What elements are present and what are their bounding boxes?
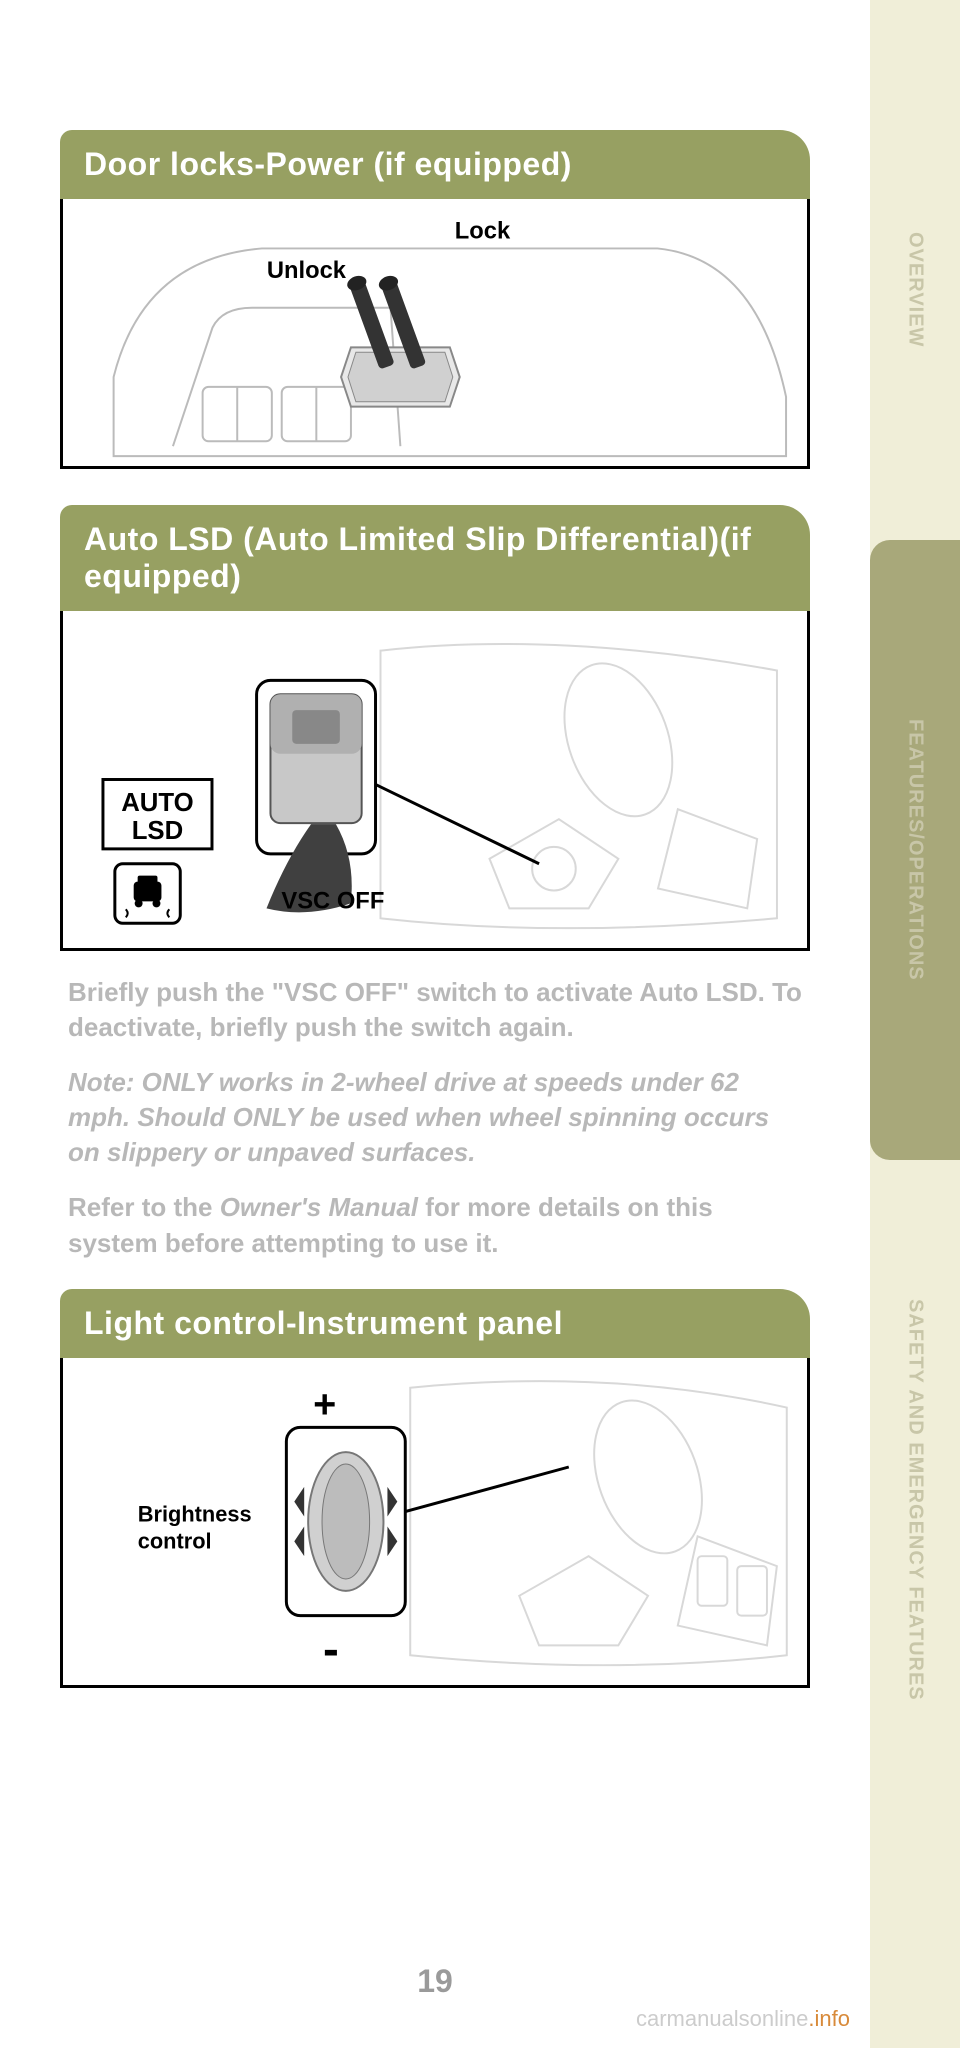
watermark-suffix: .info [808,2006,850,2031]
para2-pre: Refer to the [68,1192,220,1222]
label-unlock: Unlock [267,258,347,284]
label-brightness1: Brightness [138,1501,252,1526]
side-tab-strip: OVERVIEW FEATURES/OPERATIONS SAFETY AND … [870,0,960,2048]
figure-autolsd: VSC OFF AUTO LSD [60,611,810,951]
section-header-autolsd: Auto LSD (Auto Limited Slip Differential… [60,505,810,611]
figure-doorlocks: Lock Unlock [60,199,810,469]
label-brightness2: control [138,1528,212,1553]
page-content: Door locks-Power (if equipped) [0,0,870,1728]
autolsd-para1: Briefly push the "VSC OFF" switch to act… [68,975,802,1045]
label-minus: - [323,1623,339,1676]
tab-overview[interactable]: OVERVIEW [870,160,960,420]
para2-em: Owner's Manual [220,1192,418,1222]
autolsd-note: Note: ONLY works in 2-wheel drive at spe… [68,1065,802,1170]
tab-overview-label: OVERVIEW [904,232,927,347]
section-header-lightcontrol: Light control-Instrument panel [60,1289,810,1358]
tab-safety-label: SAFETY AND EMERGENCY FEATURES [904,1299,927,1701]
note-body: ONLY works in 2-wheel drive at speeds un… [68,1067,769,1167]
tab-features-label: FEATURES/OPERATIONS [904,719,927,981]
note-label: Note: [68,1067,134,1097]
label-auto: AUTO [121,789,194,817]
label-lsd: LSD [132,817,184,845]
page-number: 19 [0,1963,870,2000]
label-plus: + [313,1382,336,1426]
autolsd-diagram: VSC OFF AUTO LSD [63,611,807,948]
label-vscoff: VSC OFF [281,887,384,914]
watermark-prefix: carmanualsonline [636,2006,808,2031]
tab-safety[interactable]: SAFETY AND EMERGENCY FEATURES [870,1220,960,1780]
manual-page: Door locks-Power (if equipped) [0,0,870,2048]
autolsd-text: Briefly push the "VSC OFF" switch to act… [60,951,810,1289]
watermark: carmanualsonline.info [636,2006,850,2032]
label-lock: Lock [455,219,511,245]
doorlock-diagram: Lock Unlock [63,199,807,466]
section-header-doorlocks: Door locks-Power (if equipped) [60,130,810,199]
figure-lightcontrol: + - Brightness control [60,1358,810,1688]
lightcontrol-diagram: + - Brightness control [63,1358,807,1685]
tab-features[interactable]: FEATURES/OPERATIONS [870,540,960,1160]
autolsd-para2: Refer to the Owner's Manual for more det… [68,1190,802,1260]
